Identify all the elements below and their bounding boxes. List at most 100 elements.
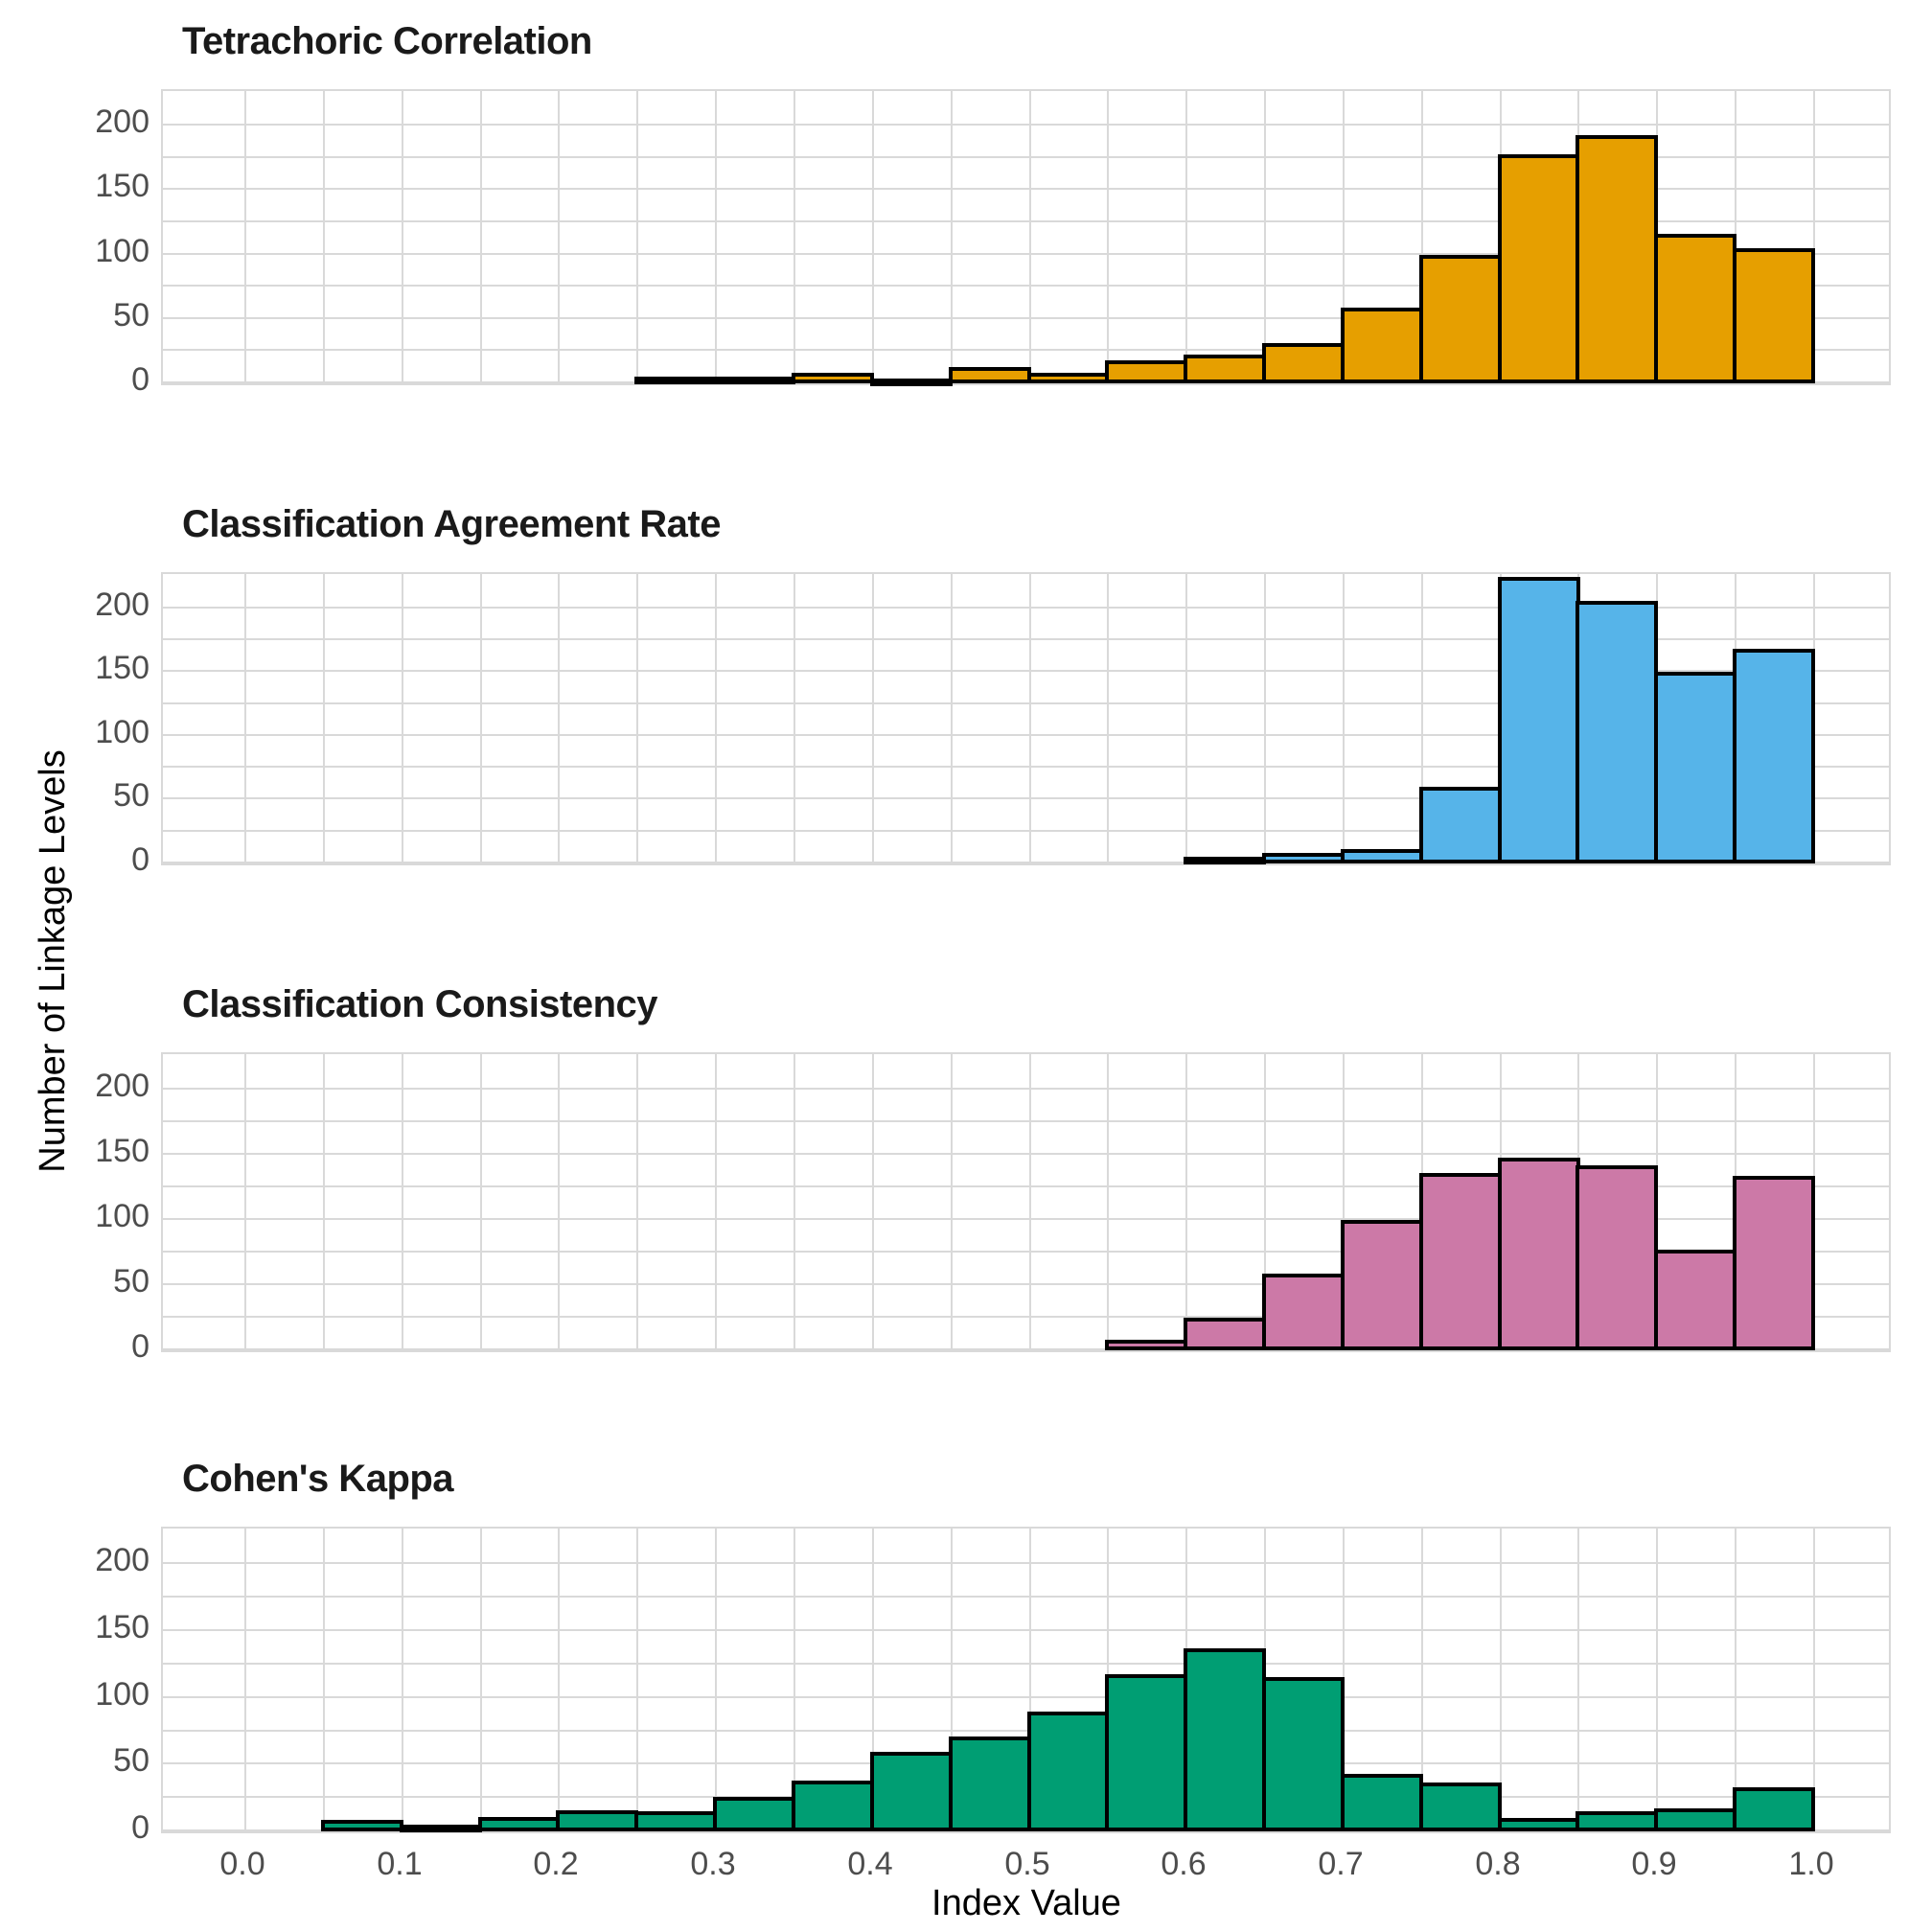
histogram-bar: [1341, 849, 1423, 863]
histogram-bar: [1498, 577, 1580, 863]
histogram-bar: [1654, 234, 1736, 383]
h-gridline: [163, 670, 1889, 672]
h-gridline: [163, 1730, 1889, 1732]
y-tick-label: 200: [95, 1542, 150, 1578]
histogram-bar: [1027, 373, 1110, 383]
x-tick-label: 0.3: [690, 1846, 736, 1882]
histogram-bar: [1419, 1173, 1502, 1350]
y-tick-label: 100: [95, 1198, 150, 1234]
histogram-bar: [713, 377, 795, 384]
h-gridline: [163, 1120, 1889, 1122]
v-gridline: [402, 1054, 403, 1350]
v-gridline: [1343, 1054, 1345, 1350]
panel-2: [161, 572, 1891, 865]
histogram-bar: [1105, 1340, 1187, 1350]
histogram-bar: [1576, 1811, 1658, 1831]
v-gridline: [323, 574, 325, 863]
histogram-bar: [1341, 1774, 1423, 1831]
histogram-bar: [556, 1810, 638, 1831]
x-tick-label: 0.5: [1004, 1846, 1050, 1882]
v-gridline: [872, 1529, 874, 1831]
histogram-bar: [1184, 355, 1266, 383]
histogram-bar: [1576, 135, 1658, 383]
v-gridline: [636, 91, 638, 383]
histogram-bar: [634, 1811, 717, 1831]
v-gridline: [715, 574, 717, 863]
h-gridline: [163, 1218, 1889, 1220]
h-gridline: [163, 1251, 1889, 1253]
h-gridline: [163, 638, 1889, 640]
v-gridline: [480, 1054, 482, 1350]
histogram-bar: [1733, 248, 1815, 383]
v-gridline: [1813, 1529, 1815, 1831]
histogram-bar: [1654, 1808, 1736, 1831]
histogram-bar: [1419, 1782, 1502, 1831]
y-tick-label: 100: [95, 714, 150, 750]
v-gridline: [402, 574, 403, 863]
x-tick-label: 0.4: [847, 1846, 893, 1882]
histogram-bar: [1576, 601, 1658, 863]
x-tick-label: 0.9: [1631, 1846, 1677, 1882]
histogram-bar: [1654, 1250, 1736, 1350]
v-gridline: [1107, 574, 1109, 863]
v-gridline: [636, 1054, 638, 1350]
x-tick-label: 1.0: [1788, 1846, 1834, 1882]
panel-title: Classification Agreement Rate: [182, 503, 721, 545]
v-gridline: [1500, 1529, 1502, 1831]
v-gridline: [794, 1054, 795, 1350]
panel-1: [161, 89, 1891, 386]
histogram-bar: [1184, 857, 1266, 864]
v-gridline: [558, 1054, 560, 1350]
histogram-bar: [1105, 1674, 1187, 1831]
v-gridline: [951, 91, 953, 383]
histogram-bar: [1733, 649, 1815, 863]
y-tick-label: 50: [113, 1263, 150, 1300]
panel-3: [161, 1052, 1891, 1352]
v-gridline: [323, 1054, 325, 1350]
y-tick-label: 0: [131, 841, 150, 878]
v-gridline: [636, 574, 638, 863]
panel-title: Classification Consistency: [182, 983, 658, 1025]
h-gridline: [163, 1316, 1889, 1318]
h-gridline: [163, 1596, 1889, 1598]
v-gridline: [1343, 91, 1345, 383]
v-gridline: [1813, 91, 1815, 383]
v-gridline: [1577, 1529, 1579, 1831]
v-gridline: [951, 1054, 953, 1350]
y-tick-label: 150: [95, 1133, 150, 1169]
histogram-bar: [949, 1736, 1031, 1831]
h-gridline: [163, 1283, 1889, 1285]
v-gridline: [1343, 574, 1345, 863]
h-gridline: [163, 797, 1889, 799]
v-gridline: [1029, 1054, 1031, 1350]
histogram-bar: [713, 1797, 795, 1831]
y-tick-label: 100: [95, 1676, 150, 1713]
h-gridline: [163, 830, 1889, 832]
y-tick-label: 200: [95, 104, 150, 140]
v-gridline: [1656, 1529, 1658, 1831]
v-gridline: [1421, 91, 1423, 383]
h-gridline: [163, 1663, 1889, 1665]
histogram-bar: [1733, 1176, 1815, 1350]
y-tick-label: 0: [131, 1328, 150, 1365]
histogram-bar: [1184, 1648, 1266, 1831]
v-gridline: [872, 574, 874, 863]
v-gridline: [480, 1529, 482, 1831]
v-gridline: [480, 91, 482, 383]
v-gridline: [1264, 574, 1266, 863]
y-tick-label: 0: [131, 1809, 150, 1846]
x-tick-label: 0.1: [377, 1846, 423, 1882]
histogram-bar: [1498, 1158, 1580, 1350]
v-gridline: [1029, 1529, 1031, 1831]
v-gridline: [323, 91, 325, 383]
v-gridline: [715, 1529, 717, 1831]
histogram-bar: [1419, 787, 1502, 863]
panel-4: [161, 1527, 1891, 1833]
v-gridline: [323, 1529, 325, 1831]
y-tick-label: 50: [113, 1742, 150, 1779]
x-tick-label: 0.6: [1161, 1846, 1207, 1882]
v-gridline: [872, 1054, 874, 1350]
v-gridline: [872, 91, 874, 383]
h-gridline: [163, 1562, 1889, 1564]
